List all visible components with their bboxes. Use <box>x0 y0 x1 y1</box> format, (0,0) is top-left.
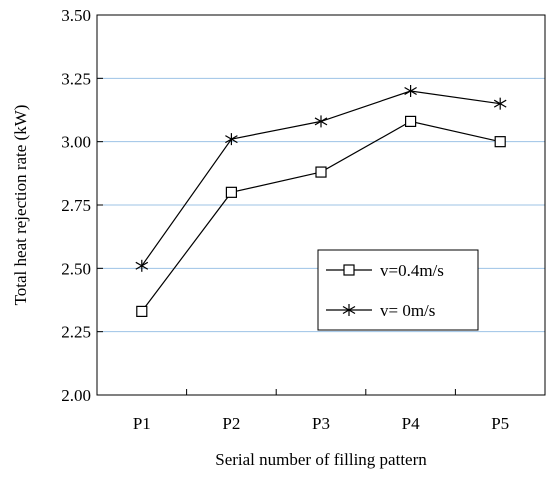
asterisk-stroke <box>314 117 328 126</box>
y-tick-label: 3.00 <box>61 133 91 152</box>
x-tick-label: P3 <box>312 414 330 433</box>
series-v-0 <box>135 85 507 272</box>
data-point <box>494 136 506 148</box>
data-point <box>135 259 149 272</box>
data-point <box>136 305 148 317</box>
data-point <box>225 133 238 146</box>
asterisk-stroke <box>135 261 149 270</box>
y-tick-label: 3.25 <box>61 69 91 88</box>
data-point <box>405 115 417 128</box>
legend-label: v=0.4m/s <box>380 261 444 280</box>
asterisk-stroke <box>225 135 238 144</box>
asterisk-stroke <box>404 87 417 95</box>
x-axis-label: Serial number of filling pattern <box>215 450 427 469</box>
data-point <box>314 115 328 128</box>
asterisk-stroke <box>493 99 507 108</box>
y-tick-label: 2.75 <box>61 196 91 215</box>
y-tick-label: 2.50 <box>61 259 91 278</box>
y-tick-label: 3.50 <box>61 6 91 25</box>
series-v-0-4 <box>136 115 506 317</box>
asterisk-stroke <box>342 306 356 314</box>
x-tick-label: P2 <box>222 414 240 433</box>
legend-box <box>317 249 479 331</box>
legend-marker <box>342 304 356 316</box>
legend-label: v= 0m/s <box>380 301 435 320</box>
data-point <box>404 85 417 97</box>
y-axis-label: Total heat rejection rate (kW) <box>11 105 30 306</box>
y-tick-label: 2.25 <box>61 323 91 342</box>
series-layer <box>135 85 507 317</box>
data-point <box>225 186 237 198</box>
x-tick-label: P1 <box>133 414 151 433</box>
axis-ticks: 2.00 2.25 2.50 2.75 3.00 3.25 3.50 P1 P2 P3 P4 P5 <box>61 6 509 433</box>
x-tick-label: P5 <box>491 414 509 433</box>
legend: v=0.4m/s v= 0m/s <box>317 249 479 331</box>
x-tick-label: P4 <box>402 414 420 433</box>
legend-marker <box>343 264 355 276</box>
data-point <box>493 97 507 110</box>
y-tick-label: 2.00 <box>61 386 91 405</box>
data-point <box>315 166 327 178</box>
